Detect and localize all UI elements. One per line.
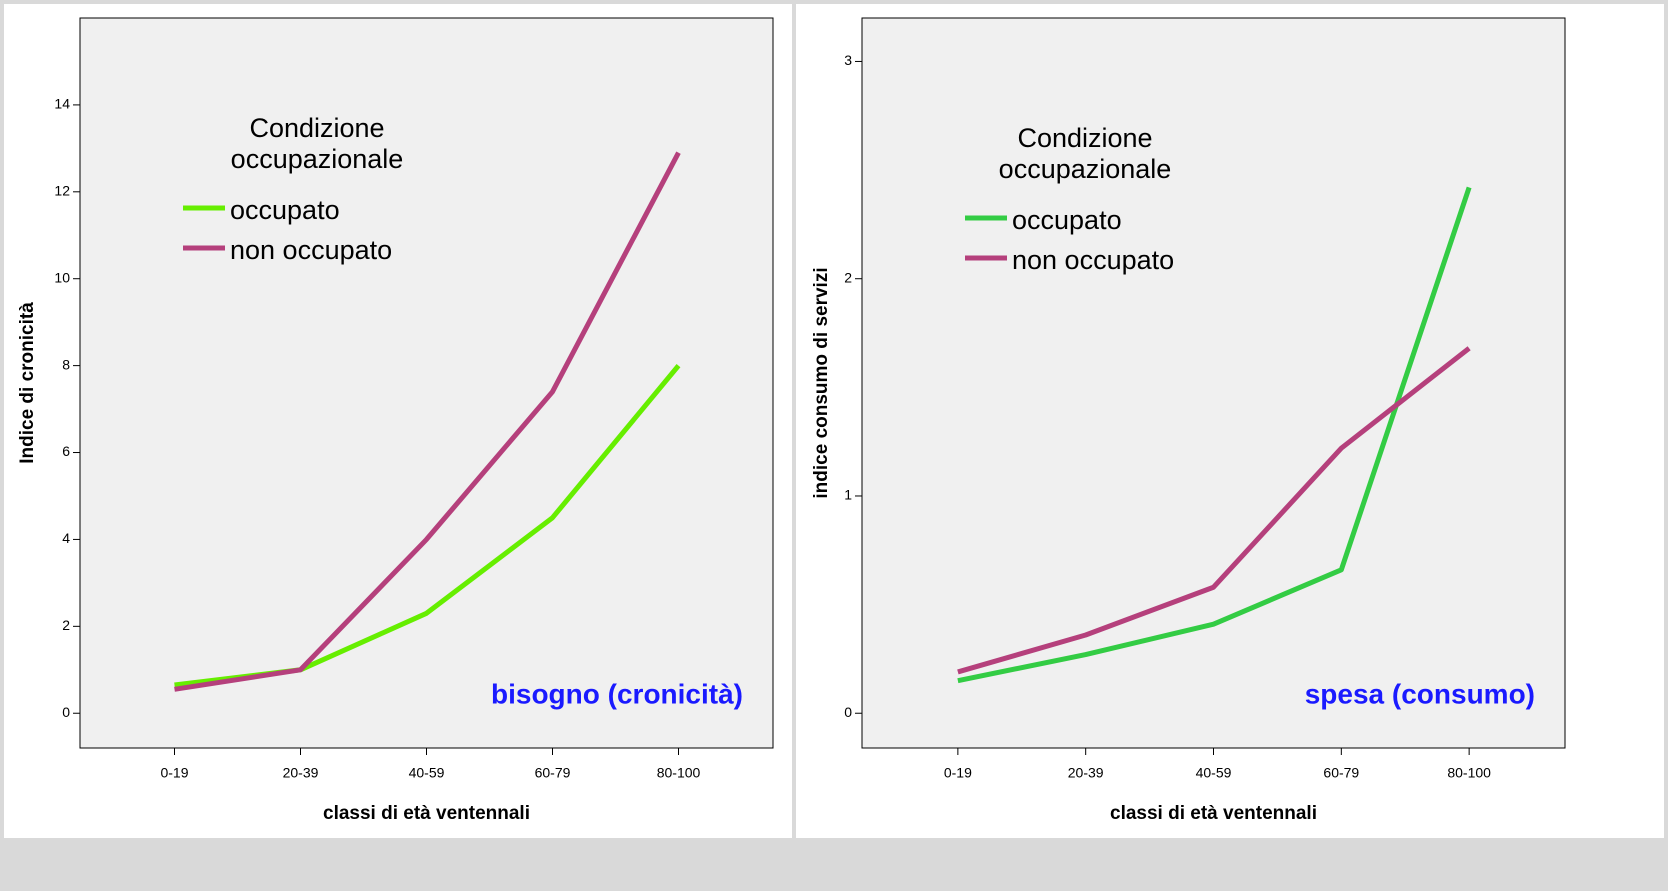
legend-label: occupato bbox=[230, 195, 340, 225]
series-line bbox=[957, 346, 1471, 675]
legend-label: non occupato bbox=[1012, 245, 1174, 275]
plot-area bbox=[79, 17, 774, 749]
legend-title: Condizione bbox=[1017, 123, 1152, 153]
y-tick-label: 1 bbox=[844, 487, 852, 503]
y-tick-label: 2 bbox=[844, 269, 852, 285]
y-tick-label: 12 bbox=[54, 183, 70, 199]
x-tick-label: 80-100 bbox=[657, 765, 701, 781]
y-tick-label: 8 bbox=[62, 356, 70, 372]
series-line bbox=[174, 151, 681, 692]
x-tick-label: 80-100 bbox=[1447, 765, 1491, 781]
plot-area bbox=[861, 17, 1566, 749]
legend-title: occupazionale bbox=[231, 144, 404, 174]
legend-label: non occupato bbox=[230, 235, 392, 265]
x-tick-label: 60-79 bbox=[535, 765, 571, 781]
legend-title: Condizione bbox=[249, 113, 384, 143]
y-tick-label: 2 bbox=[62, 617, 70, 633]
x-tick-label: 20-39 bbox=[1068, 765, 1104, 781]
x-tick-label: 40-59 bbox=[1196, 765, 1232, 781]
y-tick-label: 6 bbox=[62, 443, 70, 459]
y-tick-label: 10 bbox=[54, 269, 70, 285]
x-tick-label: 0-19 bbox=[944, 765, 972, 781]
y-tick-label: 0 bbox=[62, 704, 70, 720]
y-tick-label: 0 bbox=[844, 704, 852, 720]
y-axis-label: indice consumo di servizi bbox=[811, 267, 832, 498]
annotation: spesa (consumo) bbox=[1305, 678, 1535, 709]
legend-label: occupato bbox=[1012, 205, 1122, 235]
x-axis-label: classi di età ventennali bbox=[1110, 803, 1317, 824]
x-tick-label: 0-19 bbox=[160, 765, 188, 781]
x-tick-label: 20-39 bbox=[283, 765, 319, 781]
y-tick-label: 3 bbox=[844, 52, 852, 68]
legend-title: occupazionale bbox=[999, 154, 1172, 184]
x-tick-label: 40-59 bbox=[409, 765, 445, 781]
y-tick-label: 4 bbox=[62, 530, 70, 546]
x-tick-label: 60-79 bbox=[1323, 765, 1359, 781]
annotation: bisogno (cronicità) bbox=[491, 678, 743, 709]
x-axis-label: classi di età ventennali bbox=[323, 803, 530, 824]
y-axis-label: Indice di cronicità bbox=[17, 302, 38, 464]
series-line bbox=[957, 186, 1472, 684]
y-tick-label: 14 bbox=[54, 96, 70, 112]
